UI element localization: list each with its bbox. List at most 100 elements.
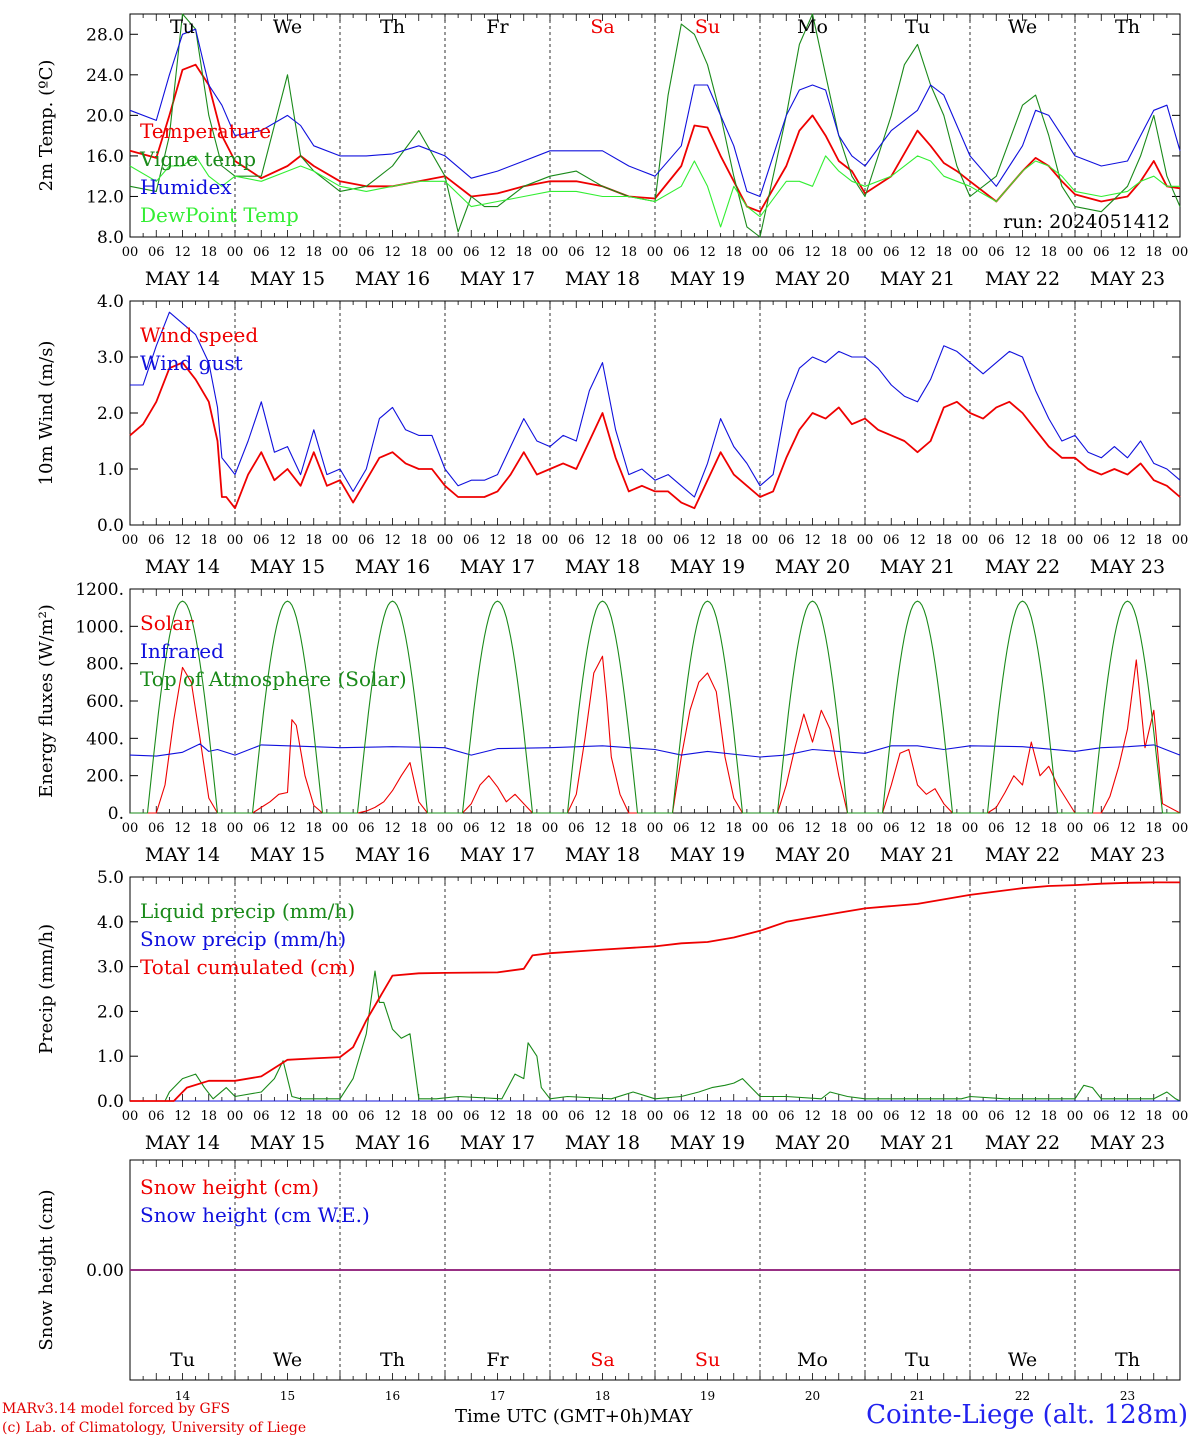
precip-panel: 0.0 1.0 2.0 3.0 4.0 5.0 Precip (mm/h) 00 06 12 18 M… — [36, 868, 1188, 1154]
y-axis-label: Precip (mm/h) — [36, 924, 57, 1054]
hour-tick-label: 12 — [1014, 533, 1031, 548]
hour-tick-label: 18 — [515, 533, 532, 548]
hour-tick-label: 00 — [752, 245, 769, 260]
hour-tick-label: 18 — [515, 1109, 532, 1124]
hour-tick-label: 00 — [122, 1109, 139, 1124]
series-line — [130, 311, 1181, 498]
hour-tick-label: 12 — [279, 533, 296, 548]
hour-tick-label: 06 — [883, 533, 900, 548]
date-label: MAY 15 — [250, 556, 325, 578]
date-label: MAY 23 — [1090, 556, 1165, 578]
hour-tick-label: 06 — [568, 821, 585, 836]
y-axis-label: 10m Wind (m/s) — [36, 341, 57, 486]
hour-tick-label: 00 — [332, 1109, 349, 1124]
hour-tick-label: 12 — [489, 533, 506, 548]
day-letter: Tu — [905, 16, 930, 38]
hour-tick-label: 12 — [174, 1109, 191, 1124]
date-label: MAY 14 — [145, 844, 220, 866]
hour-tick-label: 18 — [1040, 533, 1057, 548]
hour-tick-label: 00 — [332, 245, 349, 260]
date-label: MAY 18 — [565, 1132, 640, 1154]
hour-tick-label: 12 — [174, 245, 191, 260]
hour-tick-label: 18 — [515, 821, 532, 836]
y-tick-label: 600. — [86, 692, 124, 712]
snow-panel: 0.00 Snow height (cm) Snow height (cm) Snow… — [36, 1159, 1181, 1381]
hour-tick-label: 06 — [148, 1109, 165, 1124]
hour-tick-label: 06 — [778, 821, 795, 836]
hour-tick-label: 06 — [568, 245, 585, 260]
day-letter: We — [273, 16, 302, 38]
date-label: MAY 21 — [880, 268, 955, 290]
date-label: MAY 17 — [460, 268, 535, 290]
hour-tick-label: 12 — [699, 533, 716, 548]
legend-entry: Humidex — [140, 175, 232, 199]
y-tick-label: 3.0 — [97, 348, 124, 368]
hour-tick-label: 18 — [935, 1109, 952, 1124]
hour-tick-label: 12 — [804, 1109, 821, 1124]
hour-tick-label: 12 — [1119, 1109, 1136, 1124]
hour-tick-label: 06 — [253, 1109, 270, 1124]
hour-tick-label: 06 — [778, 533, 795, 548]
date-label: MAY 23 — [1090, 1132, 1165, 1154]
hour-tick-label: 06 — [463, 533, 480, 548]
hour-tick-label: 00 — [1172, 245, 1189, 260]
hour-tick-label: 00 — [857, 533, 874, 548]
hour-tick-label: 18 — [515, 245, 532, 260]
hour-tick-label: 18 — [410, 821, 427, 836]
hour-tick-label: 06 — [1093, 245, 1110, 260]
day-number: 18 — [595, 1389, 610, 1403]
legend-entry: Wind gust — [140, 351, 243, 375]
day-letter: Tu — [170, 16, 195, 38]
y-tick-label: 24.0 — [86, 66, 124, 86]
date-label: MAY 19 — [670, 556, 745, 578]
y-tick-label: 1.0 — [97, 1047, 124, 1067]
hour-tick-label: 00 — [647, 821, 664, 836]
date-label: MAY 22 — [985, 556, 1060, 578]
hour-tick-label: 12 — [909, 245, 926, 260]
hour-tick-label: 18 — [1145, 533, 1162, 548]
hour-tick-label: 00 — [752, 821, 769, 836]
hour-tick-label: 18 — [830, 821, 847, 836]
y-axis-label: Snow height (cm) — [36, 1189, 57, 1350]
hour-tick-label: 12 — [279, 821, 296, 836]
hour-tick-label: 12 — [699, 1109, 716, 1124]
hour-tick-label: 18 — [830, 245, 847, 260]
y-tick-label: 12.0 — [86, 187, 124, 207]
hour-tick-label: 06 — [988, 533, 1005, 548]
legend-entry: Wind speed — [140, 323, 258, 347]
hour-tick-label: 06 — [148, 821, 165, 836]
hour-tick-label: 00 — [542, 533, 559, 548]
y-tick-label: 400. — [86, 729, 124, 749]
hour-tick-label: 00 — [857, 821, 874, 836]
hour-tick-label: 06 — [673, 821, 690, 836]
hour-tick-label: 00 — [647, 1109, 664, 1124]
y-tick-label: 800. — [86, 655, 124, 675]
y-tick-label: 2.0 — [97, 1002, 124, 1022]
date-label: MAY 16 — [355, 268, 430, 290]
hour-tick-label: 12 — [279, 1109, 296, 1124]
hour-tick-label: 06 — [778, 1109, 795, 1124]
series-line — [129, 155, 1180, 228]
y-tick-label: 1200. — [75, 580, 124, 600]
hour-tick-label: 00 — [1067, 821, 1084, 836]
hour-tick-label: 18 — [1040, 1109, 1057, 1124]
date-label: MAY 20 — [775, 268, 850, 290]
date-label: MAY 15 — [250, 268, 325, 290]
day-letter: Th — [380, 1349, 405, 1371]
date-label: MAY 16 — [355, 1132, 430, 1154]
hour-tick-label: 06 — [988, 821, 1005, 836]
day-number: 21 — [910, 1389, 925, 1403]
hour-tick-label: 18 — [725, 1109, 742, 1124]
hour-tick-label: 00 — [647, 533, 664, 548]
date-label: MAY 18 — [565, 844, 640, 866]
hour-tick-label: 12 — [594, 533, 611, 548]
hour-tick-label: 18 — [620, 245, 637, 260]
day-letter: Tu — [905, 1349, 930, 1371]
date-label: MAY 14 — [145, 268, 220, 290]
date-label: MAY 15 — [250, 844, 325, 866]
hour-tick-label: 00 — [647, 245, 664, 260]
date-label: MAY 16 — [355, 844, 430, 866]
hour-tick-label: 06 — [358, 821, 375, 836]
day-letter: Th — [1115, 16, 1140, 38]
